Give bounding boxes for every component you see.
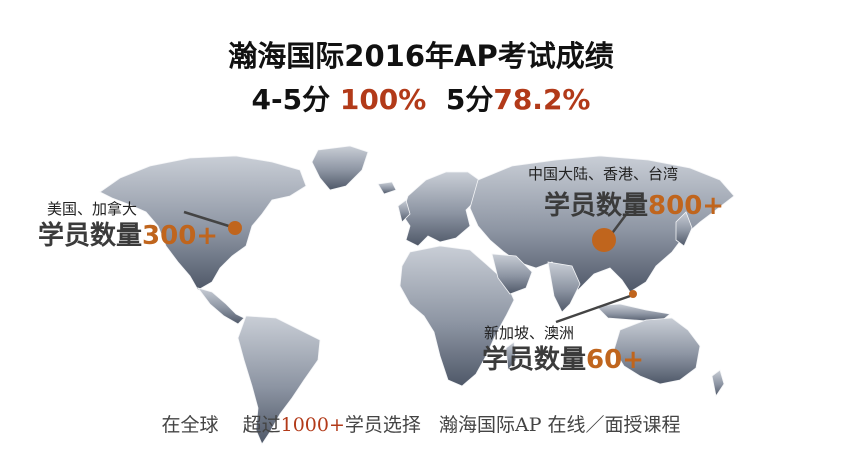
central-america-shape [196, 287, 245, 325]
arabia-shape [491, 253, 533, 295]
count-singapore-australia: 学员数量60+ [482, 339, 644, 376]
count-value: 60+ [586, 345, 644, 375]
north-america-marker [228, 221, 242, 235]
new-zealand-shape [711, 369, 725, 398]
footer-part2: 学员选择 瀚海国际AP 在线／面授课程 [344, 414, 681, 436]
madagascar-shape [505, 341, 517, 372]
china-pointer-line [609, 211, 629, 237]
china-marker [592, 228, 616, 252]
count-label-text: 学员数量 [544, 191, 649, 221]
score-5-label: 5分 [445, 83, 494, 116]
footer-number: 1000+ [280, 414, 345, 436]
count-label-text: 学员数量 [482, 345, 587, 375]
south-america-shape [237, 315, 321, 445]
north-america-pointer-line [183, 210, 233, 229]
score-summary: 4-5分 100% 5分78.2% [0, 78, 842, 118]
australia-shape [613, 317, 701, 385]
europe-shape [401, 171, 483, 247]
region-name-north-america: 美国、加拿大 [47, 200, 138, 218]
footer-tagline: 在全球 超过1000+学员选择 瀚海国际AP 在线／面授课程 [0, 410, 842, 437]
region-name-singapore-australia: 新加坡、澳洲 [484, 324, 575, 342]
count-north-america: 学员数量300+ [38, 215, 218, 252]
region-name-china: 中国大陆、香港、台湾 [528, 165, 679, 183]
indonesia-shape [595, 303, 671, 323]
japan-shape [675, 211, 693, 247]
count-value: 300+ [142, 221, 219, 251]
footer-part1: 在全球 超过 [161, 414, 281, 436]
score-5-value: 78.2% [493, 83, 591, 116]
singapore-australia-marker [629, 290, 637, 298]
uk-shape [397, 199, 411, 223]
north-america-shape [99, 155, 307, 291]
count-label-text: 学员数量 [38, 221, 143, 251]
india-shape [547, 261, 581, 313]
count-china: 学员数量800+ [544, 185, 724, 222]
score-45-label: 4-5分 [251, 83, 340, 116]
australia-pointer-line [555, 293, 634, 324]
iceland-shape [377, 181, 397, 195]
greenland-shape [311, 145, 369, 191]
score-45-value: 100% [339, 83, 427, 116]
page-title: 瀚海国际2016年AP考试成绩 [228, 39, 614, 73]
count-value: 800+ [648, 191, 725, 221]
africa-shape [399, 245, 515, 387]
